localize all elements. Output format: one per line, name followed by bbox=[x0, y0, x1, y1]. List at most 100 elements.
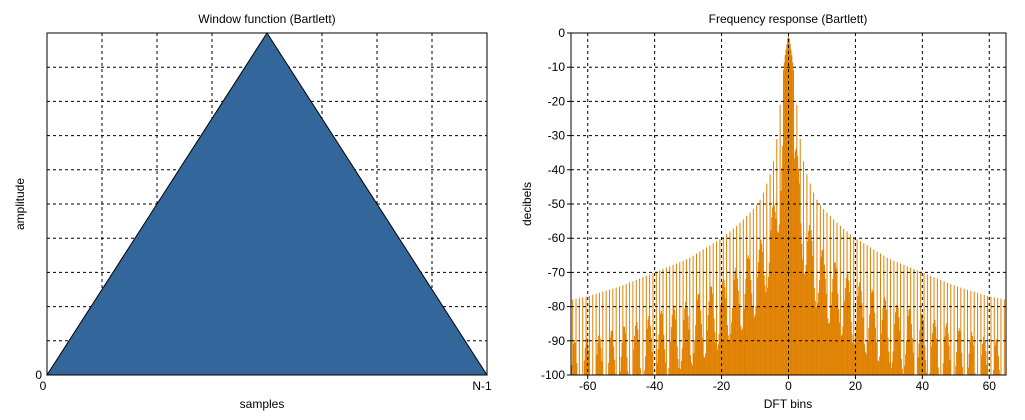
response-bar bbox=[620, 356, 622, 375]
response-bar bbox=[910, 324, 912, 375]
response-bar bbox=[875, 327, 876, 375]
response-bar bbox=[833, 219, 835, 375]
response-bar bbox=[721, 282, 723, 375]
response-bar bbox=[685, 259, 687, 375]
response-bar bbox=[937, 367, 939, 375]
response-bar bbox=[946, 282, 948, 375]
response-bar bbox=[661, 313, 663, 375]
response-bar bbox=[936, 338, 938, 375]
response-bar bbox=[701, 323, 702, 375]
response-bar bbox=[834, 262, 836, 375]
response-chart: -60 -40 -20 0 20 40 60 0 -10 -20 -30 -40 -50 -60 -70 -… bbox=[520, 12, 1007, 411]
response-bar bbox=[614, 373, 616, 375]
response-bar bbox=[747, 255, 749, 375]
response-xtick-label: 60 bbox=[983, 379, 997, 393]
response-bar bbox=[578, 298, 580, 375]
response-bar bbox=[874, 312, 876, 375]
response-bar bbox=[660, 313, 662, 375]
response-bar bbox=[806, 174, 808, 375]
response-bar bbox=[956, 351, 958, 375]
response-bar bbox=[785, 49, 787, 376]
response-bar bbox=[741, 330, 743, 375]
response-bar bbox=[853, 236, 855, 375]
response-bar bbox=[571, 365, 573, 375]
response-xtick-label: -60 bbox=[579, 379, 597, 393]
response-bar bbox=[722, 236, 724, 375]
response-bar bbox=[685, 301, 687, 375]
response-bar bbox=[974, 373, 976, 375]
response-bar bbox=[875, 341, 877, 375]
response-bar bbox=[745, 278, 747, 375]
response-bar bbox=[612, 288, 614, 375]
response-bar bbox=[622, 285, 624, 375]
response-bar bbox=[788, 38, 790, 376]
response-bar bbox=[908, 309, 910, 375]
response-bar bbox=[790, 49, 792, 376]
response-bar bbox=[885, 300, 887, 375]
response-bar bbox=[679, 262, 681, 375]
response-bar bbox=[845, 278, 847, 375]
response-bar bbox=[656, 363, 658, 375]
response-bar bbox=[931, 346, 933, 375]
response-bar bbox=[765, 291, 767, 375]
response-bar bbox=[844, 301, 846, 375]
response-bar bbox=[760, 239, 762, 375]
response-bar bbox=[824, 278, 826, 375]
window-plot-frame bbox=[46, 32, 488, 376]
response-bar bbox=[675, 263, 677, 375]
response-bar bbox=[737, 290, 739, 375]
response-bar bbox=[665, 362, 667, 375]
response-bar bbox=[893, 260, 895, 375]
response-bar bbox=[888, 351, 890, 375]
response-bar bbox=[796, 104, 798, 375]
response-bar bbox=[807, 241, 809, 375]
response-bar bbox=[859, 282, 861, 375]
response-bar bbox=[839, 225, 841, 375]
response-bar bbox=[660, 310, 662, 375]
response-bar bbox=[930, 275, 932, 375]
response-bar bbox=[903, 264, 905, 375]
response-bar bbox=[736, 278, 738, 375]
response-bar bbox=[769, 174, 771, 375]
response-bar bbox=[907, 315, 909, 375]
response-bar bbox=[575, 298, 577, 375]
response-bar bbox=[880, 253, 882, 375]
response-bar bbox=[638, 340, 640, 375]
response-bar bbox=[702, 249, 704, 375]
response-bar bbox=[762, 192, 764, 375]
response-bar bbox=[632, 281, 634, 375]
response-bar bbox=[936, 278, 938, 375]
response-bar bbox=[781, 167, 783, 375]
response-ytick-label: -70 bbox=[548, 265, 566, 279]
response-bar bbox=[776, 139, 778, 375]
response-bar bbox=[916, 270, 918, 375]
response-bar bbox=[846, 231, 848, 375]
response-bar bbox=[814, 300, 816, 375]
response-ytick-label: -20 bbox=[548, 94, 566, 108]
response-bar bbox=[646, 328, 648, 375]
response-xtick-label: -40 bbox=[646, 379, 664, 393]
response-bar bbox=[923, 273, 925, 375]
response-bar bbox=[729, 231, 731, 375]
response-bar bbox=[963, 288, 965, 375]
response-bars bbox=[571, 33, 1007, 376]
response-bar bbox=[986, 364, 988, 375]
response-bar bbox=[823, 209, 825, 375]
response-bar bbox=[655, 271, 657, 375]
response-bar bbox=[597, 342, 599, 375]
response-bar bbox=[727, 335, 729, 375]
response-bar bbox=[681, 348, 683, 375]
response-bar bbox=[582, 297, 584, 375]
response-bar bbox=[648, 315, 650, 375]
response-bar bbox=[715, 342, 717, 375]
response-bar bbox=[863, 243, 865, 375]
response-bar bbox=[802, 259, 804, 375]
window-title: Window function (Bartlett) bbox=[198, 12, 335, 26]
response-bar bbox=[942, 363, 944, 375]
response-bar bbox=[759, 199, 761, 375]
response-bar bbox=[684, 308, 686, 375]
response-bar bbox=[890, 368, 892, 375]
response-bar bbox=[956, 286, 958, 375]
response-bar bbox=[883, 255, 885, 375]
response-bar bbox=[922, 320, 924, 375]
